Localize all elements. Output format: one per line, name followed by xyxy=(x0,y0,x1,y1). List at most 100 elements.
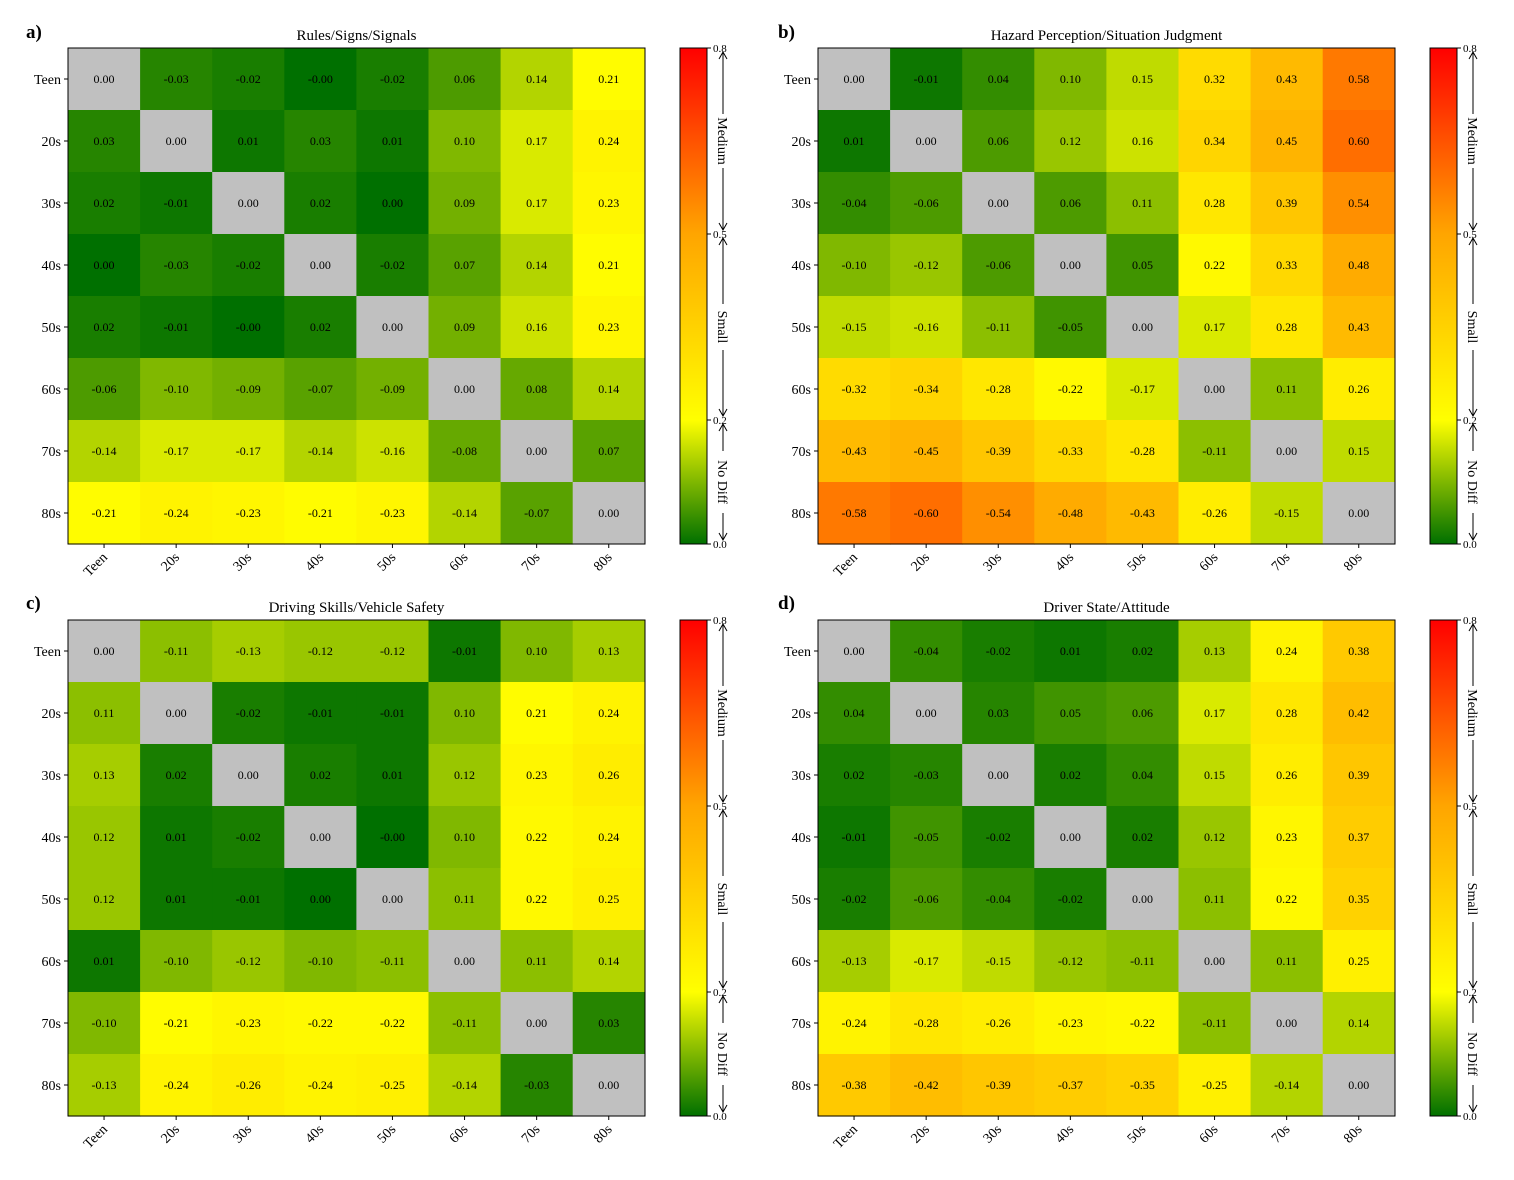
y-tick-label: 20s xyxy=(42,135,61,150)
cell-value-label: 0.00 xyxy=(238,196,259,210)
band-arrow-head xyxy=(718,622,728,632)
cell-value-label: -0.01 xyxy=(164,196,189,210)
heatmap-cell xyxy=(890,806,963,869)
cell-value-label: -0.25 xyxy=(1202,1078,1227,1092)
heatmap-cell xyxy=(68,868,141,931)
cell-value-label: 0.11 xyxy=(454,892,475,906)
cell-value-label: 0.15 xyxy=(1348,444,1369,458)
heatmap-cell xyxy=(140,992,213,1055)
cell-value-label: 0.00 xyxy=(94,644,115,658)
heatmap-cell xyxy=(140,48,213,111)
heatmap-cell xyxy=(428,296,502,359)
heatmap-cell xyxy=(890,358,963,421)
cell-value-label: -0.38 xyxy=(842,1078,867,1092)
cell-value-label: -0.01 xyxy=(236,892,261,906)
colorbar-tick-label: 0.0 xyxy=(713,1111,727,1123)
cell-value-label: 0.12 xyxy=(1060,134,1081,148)
heatmap-cell xyxy=(500,482,574,545)
cell-value-label: 0.01 xyxy=(382,768,403,782)
cell-value-label: 0.02 xyxy=(94,320,115,334)
heatmap-cell xyxy=(212,482,285,545)
cell-value-label: -0.09 xyxy=(236,382,261,396)
heatmap-cell xyxy=(890,234,963,297)
heatmap-cell xyxy=(356,420,430,483)
y-tick-label: 70s xyxy=(792,445,811,460)
cell-value-label: 0.60 xyxy=(1348,134,1369,148)
colorbar-tick-label: 0.5 xyxy=(713,229,727,241)
heatmap-cell xyxy=(1034,110,1107,173)
heatmap-cell xyxy=(356,296,430,359)
band-arrow-head xyxy=(1468,532,1478,542)
x-tick-label: Teen xyxy=(81,550,111,580)
cell-value-label: 0.00 xyxy=(454,954,475,968)
cell-value-label: 0.33 xyxy=(1276,258,1297,272)
cell-value-label: 0.17 xyxy=(1204,320,1225,334)
heatmap-cell xyxy=(818,806,891,869)
heatmap-cell xyxy=(1322,1054,1396,1117)
cell-value-label: -0.11 xyxy=(380,954,405,968)
y-tick-label: 30s xyxy=(792,197,811,212)
heatmap-cell xyxy=(818,296,891,359)
band-arrow-head xyxy=(718,222,728,232)
cell-value-label: -0.33 xyxy=(1058,444,1083,458)
cell-value-label: 0.43 xyxy=(1348,320,1369,334)
heatmap-cell xyxy=(284,296,357,359)
y-tick-label: 70s xyxy=(42,445,61,460)
panel-label: d) xyxy=(778,593,795,614)
band-label: No Diff xyxy=(1464,460,1479,504)
cell-value-label: -0.01 xyxy=(308,706,333,720)
y-tick-label: 20s xyxy=(42,707,61,722)
cell-value-label: -0.05 xyxy=(1058,320,1083,334)
cell-value-label: 0.10 xyxy=(454,706,475,720)
y-tick-label: 20s xyxy=(792,707,811,722)
heatmap-cell xyxy=(140,930,213,993)
cell-value-label: -0.34 xyxy=(914,382,939,396)
cell-value-label: 0.17 xyxy=(526,134,547,148)
cell-value-label: -0.42 xyxy=(914,1078,939,1092)
heatmap-cell xyxy=(140,296,213,359)
x-tick-label: 40s xyxy=(303,1122,327,1146)
cell-value-label: 0.00 xyxy=(988,768,1009,782)
band-arrow-head xyxy=(718,808,728,818)
cell-value-label: -0.16 xyxy=(380,444,405,458)
cell-value-label: -0.28 xyxy=(1130,444,1155,458)
heatmap-cell xyxy=(818,682,891,745)
cell-value-label: 0.14 xyxy=(526,72,547,86)
cell-value-label: -0.25 xyxy=(380,1078,405,1092)
cell-value-label: 0.03 xyxy=(94,134,115,148)
heatmap-cell xyxy=(1322,420,1396,483)
x-tick-label: 80s xyxy=(1341,1122,1365,1146)
cell-value-label: 0.21 xyxy=(526,706,547,720)
cell-value-label: 0.12 xyxy=(1204,830,1225,844)
y-tick-label: 20s xyxy=(792,135,811,150)
cell-value-label: 0.14 xyxy=(526,258,547,272)
cell-value-label: 0.25 xyxy=(1348,954,1369,968)
heatmap-cell xyxy=(572,48,646,111)
cell-value-label: 0.10 xyxy=(454,134,475,148)
cell-value-label: -0.02 xyxy=(1058,892,1083,906)
heatmap-cell xyxy=(962,992,1035,1055)
cell-value-label: 0.00 xyxy=(382,196,403,210)
colorbar-tick-label: 0.2 xyxy=(713,415,727,427)
cell-value-label: 0.08 xyxy=(526,382,547,396)
cell-value-label: -0.37 xyxy=(1058,1078,1083,1092)
heatmap-cell xyxy=(68,48,141,111)
x-tick-label: 20s xyxy=(159,1122,183,1146)
cell-value-label: 0.02 xyxy=(844,768,865,782)
heatmap-cell xyxy=(818,482,891,545)
heatmap-cell xyxy=(500,172,574,235)
heatmap-cell xyxy=(818,868,891,931)
cell-value-label: -0.12 xyxy=(914,258,939,272)
heatmap-cell xyxy=(356,992,430,1055)
heatmap-cell xyxy=(1106,420,1180,483)
cell-value-label: 0.04 xyxy=(844,706,865,720)
heatmap-cell xyxy=(68,172,141,235)
heatmap-cell xyxy=(1250,482,1324,545)
heatmap-cell xyxy=(1106,992,1180,1055)
heatmap-cell xyxy=(428,110,502,173)
cell-value-label: 0.09 xyxy=(454,196,475,210)
cell-value-label: -0.23 xyxy=(1058,1016,1083,1030)
cell-value-label: 0.14 xyxy=(598,382,619,396)
heatmap-cell xyxy=(572,172,646,235)
heatmap-cell xyxy=(1106,620,1180,683)
